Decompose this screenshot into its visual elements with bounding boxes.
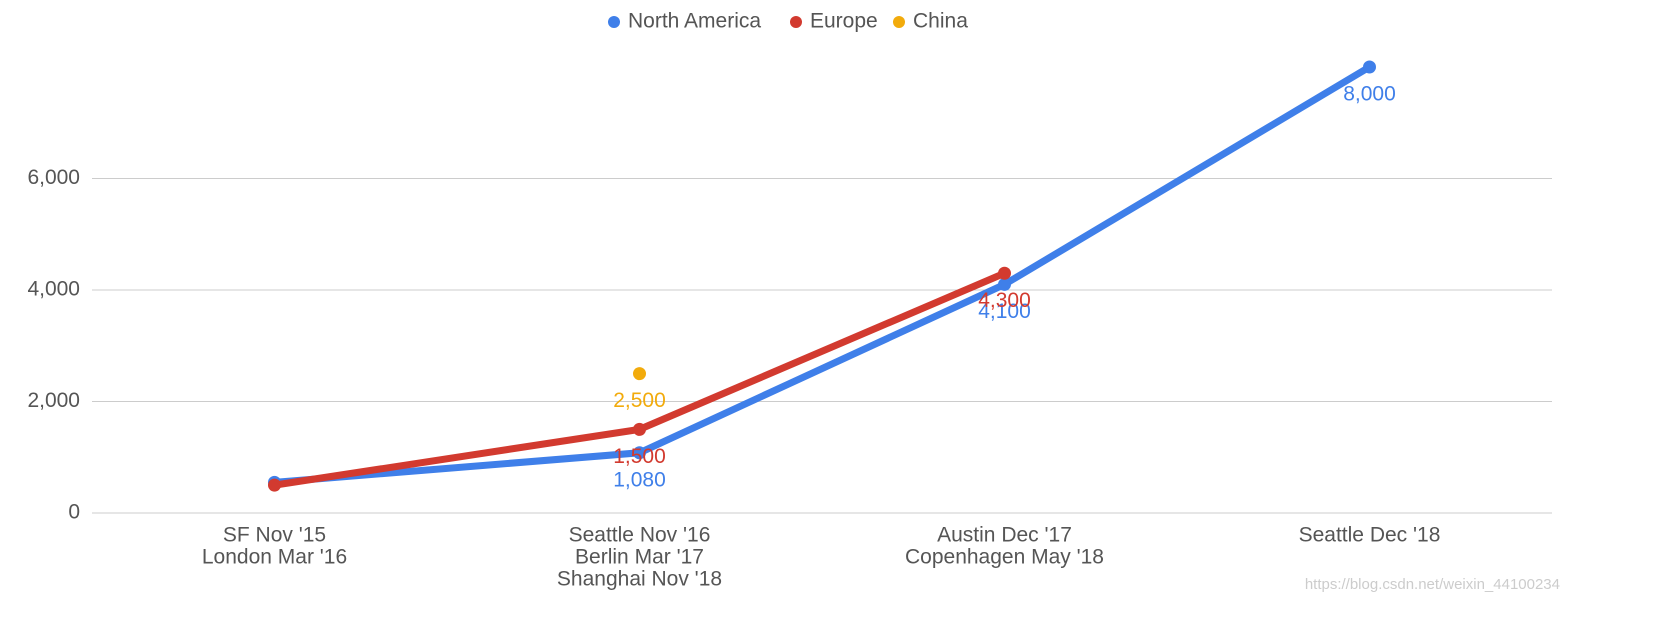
- x-tick-label: Seattle Nov '16: [569, 524, 711, 547]
- data-point: [633, 422, 646, 436]
- y-tick-label: 0: [68, 501, 80, 524]
- y-tick-label: 6,000: [27, 166, 80, 189]
- watermark: https://blog.csdn.net/weixin_44100234: [1305, 576, 1560, 593]
- data-point: [633, 446, 646, 460]
- x-tick-label: SF Nov '15: [223, 524, 326, 547]
- y-tick-label: 4,000: [27, 278, 80, 301]
- data-point: [633, 367, 646, 381]
- data-label: 2,500: [613, 389, 666, 412]
- legend-marker: [608, 16, 620, 28]
- data-label: 1,080: [613, 468, 666, 491]
- x-tick-label: Shanghai Nov '18: [557, 568, 722, 591]
- legend-marker: [790, 16, 802, 28]
- data-point: [1363, 60, 1376, 74]
- legend-label: China: [913, 10, 968, 33]
- data-label: 4,300: [978, 289, 1031, 312]
- data-point: [268, 478, 281, 492]
- x-tick-label: London Mar '16: [202, 546, 347, 569]
- data-point: [998, 266, 1011, 280]
- legend-marker: [893, 16, 905, 28]
- data-label: 4,100: [978, 300, 1031, 323]
- legend-label: North America: [628, 10, 761, 33]
- data-point: [998, 277, 1011, 291]
- y-tick-label: 2,000: [27, 389, 80, 412]
- x-tick-label: Austin Dec '17: [937, 524, 1072, 547]
- series-line: [274, 63, 1372, 486]
- legend-label: Europe: [810, 10, 878, 33]
- x-tick-label: Copenhagen May '18: [905, 546, 1104, 569]
- x-tick-label: Berlin Mar '17: [575, 546, 704, 569]
- data-label: 8,000: [1343, 83, 1396, 106]
- x-tick-label: Seattle Dec '18: [1299, 524, 1441, 547]
- data-label: 1,500: [613, 445, 666, 468]
